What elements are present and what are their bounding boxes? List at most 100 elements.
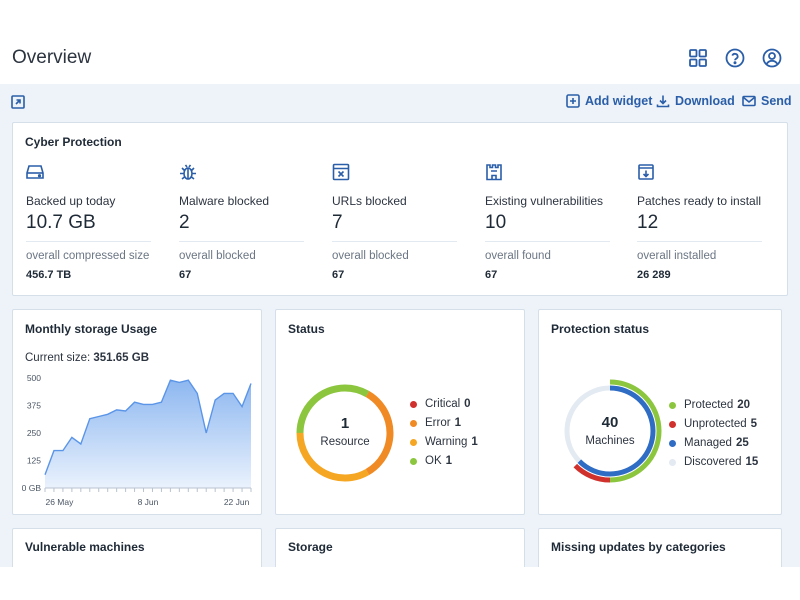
metric-sub-label: overall compressed size: [26, 250, 150, 262]
page-title: Overview: [12, 47, 92, 68]
metric-label: Backed up today: [26, 194, 116, 208]
metric-value: 7: [332, 212, 343, 233]
help-icon[interactable]: [723, 46, 747, 70]
status-donut: [296, 384, 394, 482]
metric-sub-label: overall found: [485, 250, 551, 262]
metric-value: 2: [179, 212, 190, 233]
legend-warning: Warning 1: [410, 436, 478, 448]
download-box-icon: [638, 164, 654, 180]
add-widget-button[interactable]: Add widget: [566, 94, 652, 108]
status-warning-arc: [296, 384, 394, 482]
legend-label: Discovered: [684, 456, 742, 468]
y-tick-label: 500: [27, 373, 41, 383]
status-error-arc: [296, 384, 394, 482]
bug-icon: [180, 164, 196, 180]
vulnerabilities-metric: Existing vulnerabilities 10 overall foun…: [485, 163, 615, 281]
card-title: Missing updates by categories: [551, 540, 726, 554]
storage-area-chart: 0 GB 125 250 375 500 26 May 8 Jun 22 Jun: [22, 373, 252, 507]
divider: [332, 241, 457, 242]
storage-area: [45, 380, 251, 488]
legend-count: 1: [471, 436, 478, 448]
metric-label: Existing vulnerabilities: [485, 194, 604, 208]
protection-center-label: Machines: [585, 435, 635, 447]
card-title: Cyber Protection: [25, 135, 122, 149]
legend-dot: [669, 458, 676, 466]
backed-up-metric: Backed up today 10.7 GB overall compress…: [26, 163, 156, 281]
legend-dot: [410, 400, 417, 408]
legend-ok: OK 1: [410, 455, 452, 467]
legend-dot: [669, 401, 676, 409]
metric-value: 10: [485, 212, 507, 233]
metric-sub-label: overall blocked: [332, 250, 409, 262]
y-tick-label: 250: [27, 428, 41, 438]
divider: [179, 241, 304, 242]
browser-blocked-icon: [332, 163, 350, 181]
status-center-value: 1: [340, 415, 350, 432]
legend-protected: Protected 20: [669, 399, 750, 411]
cyber-protection-card: Cyber Protection Backed up today 10.7 GB…: [12, 122, 788, 296]
expand-icon[interactable]: [11, 95, 27, 111]
legend-dot: [410, 438, 417, 446]
metric-sub-value: 67: [485, 269, 498, 281]
download-icon: [656, 95, 670, 108]
protection-status-card: Protection status 40 Machines Protected 2…: [538, 309, 782, 515]
legend-managed: Managed 25: [669, 437, 749, 449]
legend-count: 15: [745, 456, 759, 468]
protection-donut: [558, 379, 662, 483]
legend-label: Unprotected: [684, 418, 747, 430]
current-size-value: 351.65 GB: [93, 352, 150, 364]
mail-icon: [742, 95, 756, 107]
vulnerable-machines-card: Vulnerable machines: [12, 528, 262, 567]
patches-metric: Patches ready to install 12 overall inst…: [637, 163, 767, 281]
send-button[interactable]: Send: [742, 94, 792, 108]
protection-center-value: 40: [601, 414, 619, 431]
legend-count: 1: [445, 455, 453, 467]
metric-label: Malware blocked: [179, 194, 270, 208]
legend-label: Managed: [684, 437, 732, 449]
x-tick-label: 26 May: [45, 497, 74, 507]
legend-error: Error 1: [410, 417, 461, 429]
legend-label: Error: [425, 417, 451, 429]
download-button[interactable]: Download: [656, 94, 735, 108]
y-tick-label: 375: [27, 401, 41, 411]
divider: [26, 241, 151, 242]
grid-icon[interactable]: [686, 46, 710, 70]
status-center-label: Resource: [320, 436, 370, 448]
metric-value: 12: [637, 212, 659, 233]
monthly-storage-card: Monthly storage Usage Current size: 351.…: [12, 309, 262, 515]
metric-sub-label: overall blocked: [179, 250, 256, 262]
hard-drive-icon: [26, 165, 44, 179]
legend-dot: [410, 457, 417, 465]
legend-label: Protected: [684, 399, 734, 411]
metric-sub-value: 67: [332, 269, 345, 281]
metric-sub-label: overall installed: [637, 250, 717, 262]
status-card: Status 1 Resource Critical 0 Error 1 Warni…: [275, 309, 525, 515]
legend-dot: [669, 439, 676, 447]
x-tick-label: 22 Jun: [224, 497, 250, 507]
discovered-arc: [564, 385, 656, 477]
dashboard-area: Add widget Download Send Cyber Protectio…: [0, 84, 800, 567]
card-title: Status: [288, 322, 325, 336]
plus-box-icon: [566, 94, 580, 108]
card-title: Storage: [288, 540, 333, 554]
user-icon[interactable]: [760, 46, 784, 70]
unprotected-arc: [558, 379, 662, 483]
legend-count: 5: [750, 418, 758, 430]
divider: [637, 241, 762, 242]
legend-label: Warning: [425, 436, 468, 448]
legend-label: Critical: [425, 398, 461, 410]
metric-value: 10.7 GB: [26, 212, 96, 233]
x-tick-label: 8 Jun: [138, 497, 159, 507]
card-title: Protection status: [551, 322, 650, 336]
missing-updates-card: Missing updates by categories: [538, 528, 782, 567]
metric-label: Patches ready to install: [637, 194, 762, 208]
download-label: Download: [675, 94, 735, 108]
metric-sub-value: 456.7 TB: [26, 269, 72, 281]
y-tick-label: 0 GB: [22, 483, 42, 493]
storage-line: [44, 379, 252, 476]
send-label: Send: [761, 94, 792, 108]
metric-sub-value: 67: [179, 269, 192, 281]
legend-count: 20: [737, 399, 751, 411]
legend-discovered: Discovered 15: [669, 456, 758, 468]
header: Overview: [0, 0, 800, 84]
